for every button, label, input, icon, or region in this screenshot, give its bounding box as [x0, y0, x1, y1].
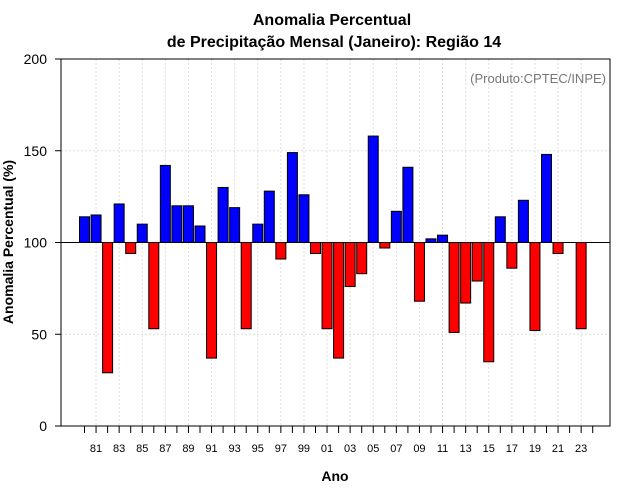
bar-2004 — [356, 242, 368, 275]
y-tick-label: 200 — [24, 51, 48, 67]
bar-1987 — [159, 164, 171, 243]
x-tick-label: 97 — [275, 443, 287, 455]
y-tick-label: 0 — [39, 418, 47, 434]
bar-1996 — [263, 190, 275, 243]
bar-1993 — [229, 207, 241, 243]
chart-title-line1: Anomalia Percentual — [253, 12, 411, 29]
bar-2005 — [367, 135, 379, 244]
bar-2015 — [483, 242, 495, 363]
bar-2007 — [390, 210, 402, 243]
bar-2020 — [541, 153, 552, 243]
credit-label: (Produto:CPTEC/INPE) — [470, 71, 606, 86]
bar-1990 — [194, 225, 206, 243]
bar-1988 — [171, 205, 183, 244]
bar-2010 — [425, 238, 437, 244]
x-tick-label: 91 — [205, 443, 217, 455]
bar-2002 — [333, 242, 345, 359]
bar-1995 — [252, 223, 264, 243]
x-tick-label: 89 — [182, 443, 194, 455]
bar-2013 — [460, 242, 472, 304]
x-tick-label: 11 — [437, 443, 448, 455]
bar-2001 — [321, 242, 333, 330]
x-tick-label: 95 — [252, 443, 264, 455]
bar-2016 — [494, 216, 506, 243]
x-axis-label: Ano — [321, 468, 348, 484]
bar-2003 — [344, 242, 356, 288]
bar-1989 — [182, 205, 194, 244]
y-tick-label: 150 — [24, 143, 48, 159]
chart-title-line2: de Precipitação Mensal (Janeiro): Região… — [167, 34, 501, 51]
bar-2011 — [437, 234, 449, 244]
bar-1984 — [125, 242, 137, 255]
bar-1999 — [298, 194, 310, 243]
bar-1981 — [90, 214, 102, 244]
bar-2000 — [310, 242, 321, 255]
bars — [79, 135, 587, 374]
bar-2019 — [529, 242, 541, 332]
bar-1992 — [217, 186, 229, 243]
bar-1982 — [102, 242, 114, 374]
x-tick-label: 13 — [460, 443, 472, 455]
bar-1986 — [148, 242, 160, 330]
y-tick-label: 50 — [31, 326, 47, 342]
bar-1998 — [286, 152, 298, 244]
x-tick-label: 15 — [483, 443, 495, 455]
bar-1983 — [113, 203, 125, 243]
x-axis-ticks: 81 83 85 87 89 91 93 95 97 99 01 03 05 07 09 11 13 15 17 19… — [84, 426, 594, 455]
bar-2014 — [471, 242, 483, 282]
x-tick-label: 01 — [321, 443, 333, 455]
x-tick-label: 09 — [413, 443, 425, 455]
x-tick-label: 99 — [298, 443, 310, 455]
bar-1994 — [240, 242, 252, 330]
bar-2008 — [402, 166, 414, 243]
x-tick-label: 17 — [506, 443, 518, 455]
x-tick-label: 83 — [113, 443, 125, 455]
x-tick-label: 05 — [367, 443, 379, 455]
bar-2021 — [552, 242, 564, 255]
x-tick-label: 07 — [390, 443, 402, 455]
x-tick-label: 23 — [575, 443, 587, 455]
bar-1991 — [206, 242, 218, 359]
bar-2017 — [506, 242, 518, 269]
bar-2006 — [379, 242, 391, 249]
x-tick-label: 85 — [136, 443, 148, 455]
y-tick-label: 100 — [24, 235, 48, 251]
bar-1985 — [136, 223, 148, 243]
y-axis-ticks: 0 50 100 150 200 — [24, 51, 61, 434]
x-tick-label: 87 — [159, 443, 171, 455]
x-tick-label: 93 — [229, 443, 241, 455]
bar-1980 — [79, 216, 90, 243]
x-tick-label: 03 — [344, 443, 356, 455]
y-axis-label: Anomalia Percentual (%) — [0, 160, 16, 324]
bar-2023 — [575, 242, 587, 330]
bar-1997 — [275, 242, 287, 260]
x-tick-label: 81 — [90, 443, 102, 455]
x-tick-label: 21 — [552, 443, 564, 455]
grid-lines — [61, 58, 610, 427]
bar-2012 — [448, 242, 460, 333]
bar-2009 — [413, 242, 425, 302]
x-tick-label: 19 — [529, 443, 541, 455]
bar-2018 — [517, 199, 529, 243]
